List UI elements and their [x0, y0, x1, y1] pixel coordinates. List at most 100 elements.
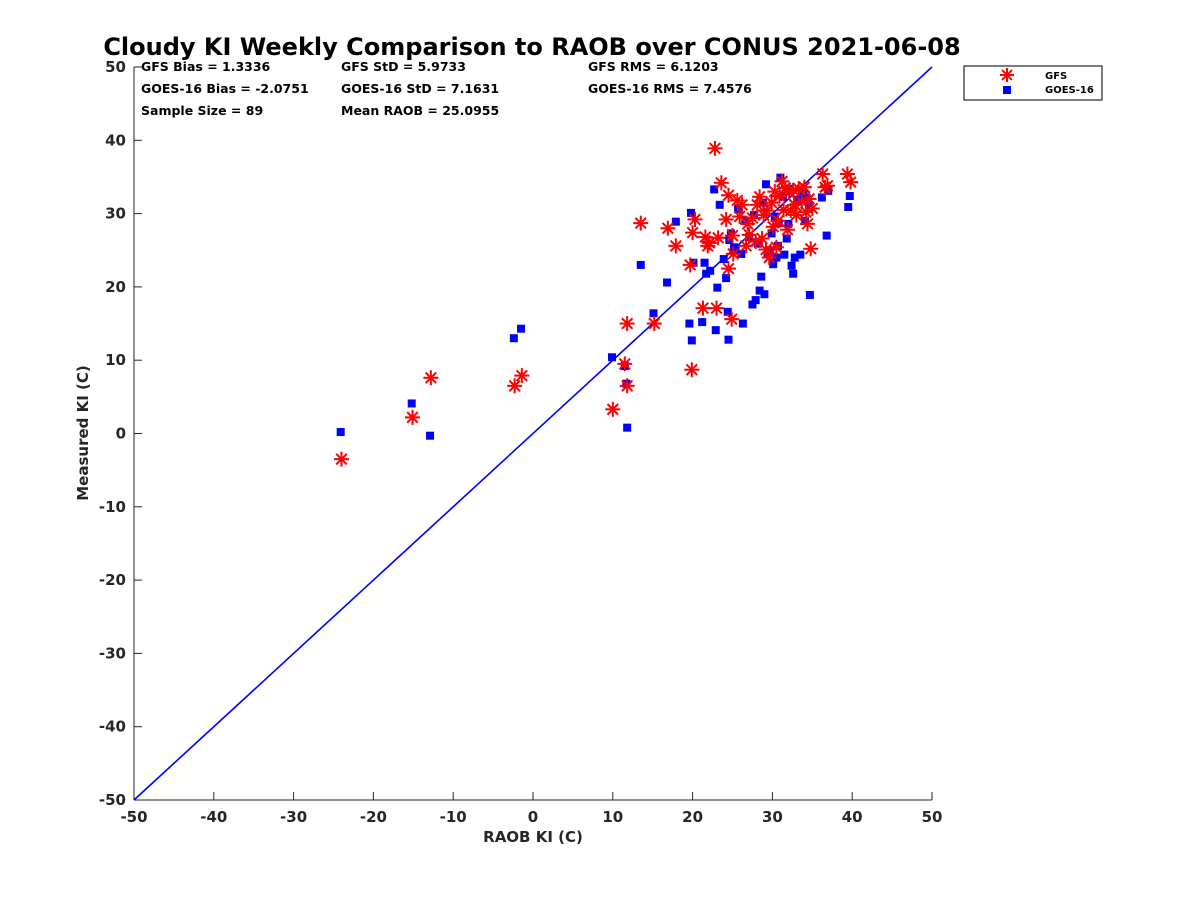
gfs-point — [761, 250, 777, 266]
goes-16-point — [663, 278, 672, 287]
goes-16-point — [817, 193, 826, 202]
goes-16-point — [760, 290, 769, 299]
goes-16-point — [711, 326, 720, 335]
gfs-point — [721, 261, 737, 277]
goes-16-point — [782, 234, 791, 243]
goes-16-point — [608, 353, 617, 362]
x-axis-label: RAOB KI (C) — [483, 828, 583, 846]
x-tick-label: 10 — [602, 808, 623, 826]
gfs-point — [804, 200, 820, 216]
gfs-point — [617, 356, 633, 372]
x-tick-label: -30 — [280, 808, 307, 826]
goes-16-point — [805, 290, 814, 299]
y-tick-label: -10 — [99, 498, 126, 516]
gfs-point — [684, 362, 700, 378]
gfs-point — [718, 211, 734, 227]
stat-gfs-bias: GFS Bias = 1.3336 — [141, 59, 271, 74]
gfs-point — [709, 300, 725, 316]
goes-16-point — [845, 192, 854, 201]
x-tick-label: -20 — [360, 808, 387, 826]
gfs-point — [713, 175, 729, 191]
goes-16-point — [713, 283, 722, 292]
goes-16-point — [762, 180, 771, 189]
stat-gfs-std: GFS StD = 5.9733 — [341, 59, 466, 74]
x-tick-label: -10 — [440, 808, 467, 826]
goes-16-point — [822, 231, 831, 240]
gfs-point — [682, 257, 698, 273]
goes-16-point — [755, 286, 764, 295]
y-tick-label: -40 — [99, 718, 126, 736]
gfs-point — [724, 311, 740, 327]
goes-16-point — [623, 423, 632, 432]
legend-box — [963, 65, 1103, 101]
gfs-point — [770, 213, 786, 229]
gfs-point — [744, 210, 760, 226]
x-axis-ticks: -50 -40 -30 -20 -10 0 10 20 30 40 50 — [120, 792, 942, 826]
gfs-point — [687, 211, 703, 227]
goes-16-point — [738, 319, 747, 328]
gfs-point — [843, 174, 859, 190]
goes-16-point — [748, 300, 757, 309]
goes-16-point — [767, 229, 776, 238]
legend-label-goes: GOES-16 — [1045, 85, 1094, 96]
goes-16-point — [769, 260, 778, 269]
gfs-point — [646, 316, 662, 332]
x-tick-label: 0 — [528, 808, 538, 826]
gfs-point — [710, 230, 726, 246]
goes-16-point — [407, 399, 416, 408]
goes-16-point — [722, 274, 731, 283]
goes-16-point — [336, 428, 345, 437]
goes-16-point — [844, 203, 853, 212]
goes-16-point — [671, 217, 680, 226]
goes-16-point — [426, 431, 435, 440]
gfs-point — [764, 195, 780, 211]
data-markers — [333, 140, 859, 467]
gfs-point — [423, 370, 439, 386]
y-tick-label: 0 — [116, 425, 126, 443]
y-axis-ticks: -50 -40 -30 -20 -10 0 10 20 30 40 50 — [99, 58, 142, 809]
gfs-point — [815, 166, 831, 182]
goes-16-point — [751, 296, 760, 305]
x-tick-label: 50 — [922, 808, 943, 826]
gfs-point — [725, 246, 741, 262]
goes-16-point — [737, 249, 746, 258]
goes-16-point — [687, 208, 696, 217]
one-to-one-reference-line — [133, 66, 933, 801]
gfs-point — [819, 178, 835, 194]
goes-16-point — [706, 266, 715, 275]
legend-label-gfs: GFS — [1045, 71, 1067, 82]
y-tick-label: 40 — [105, 131, 126, 149]
goes-16-point — [700, 258, 709, 267]
goes-16-point — [723, 307, 732, 316]
goes-16-point — [793, 195, 802, 204]
gfs-point — [707, 140, 723, 156]
y-tick-label: 20 — [105, 278, 126, 296]
y-tick-label: -20 — [99, 571, 126, 589]
y-tick-label: 10 — [105, 351, 126, 369]
gfs-point — [405, 409, 421, 425]
gfs-point — [514, 368, 530, 384]
x-tick-label: 30 — [762, 808, 783, 826]
stat-sample-size: Sample Size = 89 — [141, 103, 263, 118]
gfs-point — [507, 378, 523, 394]
stat-goes-rms: GOES-16 RMS = 7.4576 — [588, 81, 752, 96]
goes-16-point — [685, 319, 694, 328]
goes-16-point — [719, 255, 728, 264]
gfs-point — [619, 316, 635, 332]
y-axis-label: Measured KI (C) — [74, 365, 92, 501]
gfs-point — [668, 238, 684, 254]
legend-goes-square-icon — [1003, 86, 1011, 94]
goes-16-point — [710, 185, 719, 194]
gfs-point — [695, 300, 711, 316]
goes-16-point — [724, 335, 733, 344]
gfs-point — [798, 204, 814, 220]
gfs-point — [333, 451, 349, 467]
goes-16-point — [790, 253, 799, 262]
gfs-point — [800, 216, 816, 232]
goes-16-point — [787, 261, 796, 270]
legend-gfs-asterisk-icon — [1000, 68, 1014, 82]
gfs-point — [768, 239, 784, 255]
goes-16-point — [509, 334, 518, 343]
x-tick-label: -40 — [200, 808, 227, 826]
goes-16-point — [757, 272, 766, 281]
